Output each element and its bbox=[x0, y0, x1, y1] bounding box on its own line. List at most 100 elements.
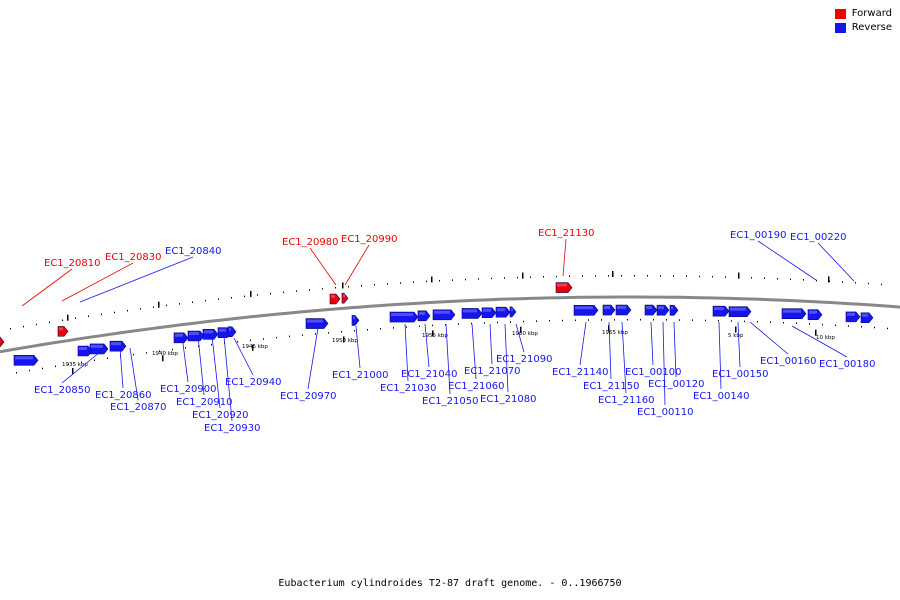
major-tick bbox=[612, 271, 614, 277]
gene-arrow bbox=[669, 304, 679, 316]
minor-tick bbox=[640, 319, 641, 321]
gene-leader-line bbox=[129, 347, 139, 401]
gene-leader-line bbox=[515, 323, 525, 353]
gene-label: EC1_21090 bbox=[496, 354, 552, 365]
gene-label: EC1_21080 bbox=[480, 394, 536, 405]
minor-tick bbox=[231, 297, 232, 299]
minor-tick bbox=[452, 279, 453, 281]
gene-arrow bbox=[644, 304, 658, 316]
gene-highlight bbox=[434, 310, 450, 314]
gene-leader-line bbox=[471, 323, 477, 380]
gene-arrow bbox=[417, 310, 431, 322]
minor-tick bbox=[497, 321, 498, 324]
tick-label: 1950 kbp bbox=[332, 338, 358, 344]
gene-leader-line bbox=[650, 321, 654, 366]
major-tick bbox=[67, 314, 69, 321]
gene-highlight bbox=[204, 330, 213, 334]
minor-tick bbox=[283, 291, 284, 294]
gene-leader-line bbox=[608, 321, 612, 380]
gene-label: EC1_20860 bbox=[95, 390, 151, 401]
gene-leader-line bbox=[817, 242, 855, 282]
minor-tick bbox=[842, 281, 843, 283]
minor-tick bbox=[94, 359, 95, 361]
minor-tick bbox=[88, 315, 89, 317]
gene-highlight bbox=[79, 346, 87, 350]
minor-tick bbox=[270, 292, 271, 295]
gene-highlight bbox=[229, 327, 231, 331]
minor-tick bbox=[588, 319, 589, 321]
major-tick bbox=[250, 290, 252, 297]
minor-tick bbox=[198, 345, 199, 347]
gene-label: EC1_21030 bbox=[380, 383, 436, 394]
minor-tick bbox=[75, 317, 76, 319]
gene-arrow bbox=[227, 326, 237, 338]
minor-tick bbox=[523, 320, 524, 323]
minor-tick bbox=[42, 367, 43, 370]
minor-tick bbox=[146, 352, 147, 354]
minor-tick bbox=[341, 331, 342, 333]
minor-tick bbox=[263, 338, 264, 340]
gene-arrow bbox=[656, 304, 670, 316]
minor-tick bbox=[803, 279, 804, 281]
forward-swatch bbox=[834, 8, 846, 19]
gene-leader-line bbox=[355, 325, 361, 369]
minor-tick bbox=[562, 319, 563, 322]
gene-label: EC1_21130 bbox=[538, 228, 594, 239]
minor-tick bbox=[569, 275, 570, 277]
gene-arrow bbox=[495, 306, 511, 318]
minor-tick bbox=[575, 319, 576, 321]
tick-label: 1940 kbp bbox=[152, 351, 178, 357]
minor-tick bbox=[205, 299, 206, 302]
minor-tick bbox=[374, 284, 375, 286]
gene-label: EC1_00190 bbox=[730, 230, 786, 241]
gene-highlight bbox=[862, 313, 868, 317]
minor-tick bbox=[601, 319, 602, 321]
minor-tick bbox=[582, 275, 583, 277]
gene-highlight bbox=[175, 333, 183, 337]
gene-highlight bbox=[189, 331, 199, 335]
minor-tick bbox=[36, 323, 37, 326]
minor-tick bbox=[309, 289, 310, 291]
tick-label: 1945 kbp bbox=[242, 344, 268, 350]
minor-tick bbox=[536, 320, 537, 322]
gene-label: EC1_00110 bbox=[637, 407, 693, 418]
minor-tick bbox=[101, 313, 102, 316]
major-tick bbox=[158, 301, 160, 308]
minor-tick bbox=[133, 353, 134, 356]
minor-tick bbox=[16, 372, 17, 374]
minor-tick bbox=[705, 319, 706, 322]
minor-tick bbox=[725, 276, 726, 278]
gene-arrow bbox=[329, 293, 341, 305]
minor-tick bbox=[81, 361, 82, 363]
minor-tick bbox=[302, 334, 303, 336]
minor-tick bbox=[855, 282, 856, 284]
minor-tick bbox=[809, 323, 810, 325]
gene-highlight bbox=[331, 295, 335, 299]
minor-tick bbox=[543, 276, 544, 278]
gene-highlight bbox=[604, 306, 610, 310]
minor-tick bbox=[328, 332, 329, 334]
minor-tick bbox=[276, 336, 277, 339]
gene-highlight bbox=[847, 312, 855, 316]
gene-label: EC1_20920 bbox=[192, 410, 248, 421]
minor-tick bbox=[822, 323, 823, 326]
minor-tick bbox=[159, 350, 160, 352]
minor-tick bbox=[140, 308, 141, 310]
gene-leader-line bbox=[61, 262, 134, 302]
gene-arrow bbox=[305, 318, 329, 329]
minor-tick bbox=[153, 306, 154, 308]
legend: Forward Reverse bbox=[834, 8, 892, 36]
minor-tick bbox=[211, 343, 212, 346]
gene-leader-line bbox=[233, 337, 254, 376]
gene-label: EC1_00160 bbox=[760, 356, 816, 367]
minor-tick bbox=[718, 319, 719, 322]
gene-highlight bbox=[575, 306, 593, 310]
minor-tick bbox=[296, 290, 297, 292]
minor-tick bbox=[751, 277, 752, 279]
minor-tick bbox=[218, 298, 219, 300]
gene-label: EC1_00140 bbox=[693, 391, 749, 402]
major-tick bbox=[432, 330, 434, 337]
minor-tick bbox=[478, 278, 479, 280]
gene-highlight bbox=[91, 344, 103, 348]
